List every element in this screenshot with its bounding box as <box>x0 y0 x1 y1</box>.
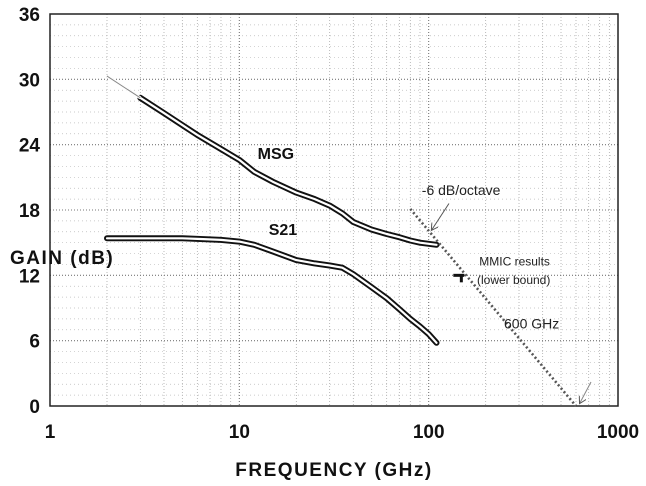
series-label-s21: S21 <box>269 222 298 239</box>
y-tick-label: 0 <box>29 397 40 418</box>
x-tick-label: 1000 <box>597 422 639 443</box>
y-axis-title: GAIN (dB) <box>10 248 114 269</box>
extrapolation-low-line <box>106 75 141 99</box>
x-tick-labels: 1 10 100 1000 <box>45 422 639 443</box>
y-tick-label: 24 <box>19 136 41 157</box>
y-tick-label: 18 <box>19 201 40 222</box>
annotation-mmic-bound: (lower bound) <box>477 273 550 287</box>
x-tick-label: 10 <box>229 422 250 443</box>
series-msg-line-core <box>139 96 438 246</box>
y-tick-label: 36 <box>19 5 40 26</box>
grid <box>50 14 618 406</box>
annotation-slope: -6 dB/octave <box>422 182 501 198</box>
plot-frame <box>49 13 619 407</box>
series-s21-line-core <box>105 237 438 344</box>
x-axis-title: FREQUENCY (GHz) <box>235 460 432 481</box>
annotation-fmax-arrow <box>580 381 592 403</box>
annotation-fmax: 600 GHz <box>504 316 559 332</box>
annotation-slope-arrow <box>432 203 450 229</box>
series-label-msg: MSG <box>258 146 294 163</box>
series-layer <box>104 74 577 407</box>
annotation-layer: MSG S21 -6 dB/octave MMIC results (lower bou… <box>258 146 592 403</box>
x-tick-label: 1 <box>45 422 56 443</box>
y-tick-labels: 0 6 12 18 24 30 36 <box>19 5 41 418</box>
y-tick-label: 6 <box>29 332 40 353</box>
y-tick-label: 12 <box>19 266 40 287</box>
x-tick-label: 100 <box>413 422 445 443</box>
y-tick-label: 30 <box>19 70 40 91</box>
annotation-mmic: MMIC results <box>479 255 550 269</box>
